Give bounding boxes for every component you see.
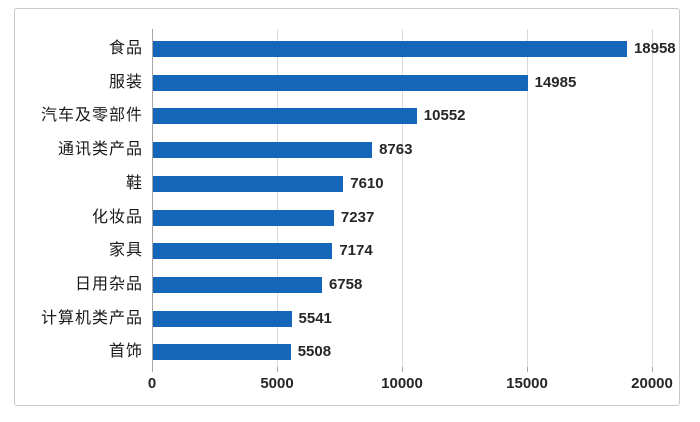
value-label: 8763 (379, 141, 413, 159)
axis-tick-mark (527, 367, 528, 372)
category-label: 通讯类产品 (57, 141, 143, 159)
category-label: 鞋 (125, 174, 143, 192)
bar (153, 142, 373, 159)
value-label: 6758 (328, 275, 363, 293)
bar (153, 41, 627, 57)
bar (153, 175, 344, 192)
bar (153, 310, 292, 327)
axis-tick-mark (652, 367, 653, 372)
plot-area (152, 29, 653, 372)
bar (153, 344, 291, 361)
value-label: 7174 (339, 242, 373, 260)
value-label: 5508 (297, 343, 332, 361)
category-label: 化妆品 (91, 208, 143, 226)
chart-frame: 食品服装汽车及零部件通讯类产品鞋化妆品家具日用杂品计算机类产品首饰 0 5000 1… (14, 8, 680, 406)
axis-tick-mark (402, 367, 403, 372)
value-label: 5541 (298, 309, 332, 327)
value-label: 7237 (340, 208, 375, 226)
category-label: 食品 (108, 40, 143, 57)
axis-tick-mark (277, 367, 278, 372)
x-axis-tick-label: 10000 (381, 375, 423, 392)
category-label: 首饰 (108, 343, 143, 361)
gridline (402, 29, 403, 367)
x-axis-tick-label: 20000 (631, 375, 673, 392)
axis-tick-mark (152, 367, 153, 372)
bar (153, 74, 528, 91)
x-axis-tick-label: 15000 (506, 375, 548, 392)
category-label: 家具 (108, 242, 143, 260)
bar (153, 209, 334, 226)
x-axis-tick-label: 5000 (260, 375, 294, 392)
gridline (652, 29, 653, 367)
bar (153, 243, 333, 260)
value-label: 14985 (534, 73, 577, 91)
x-axis-tick-label: 0 (147, 375, 157, 392)
category-label: 汽车及零部件 (40, 107, 143, 125)
category-label: 服装 (108, 73, 143, 91)
gridline (527, 29, 528, 367)
bar (153, 276, 322, 293)
value-label: 7610 (350, 174, 384, 192)
category-label: 计算机类产品 (40, 309, 143, 327)
category-axis-line (152, 29, 153, 367)
value-label: 18958 (633, 40, 676, 57)
value-label: 10552 (423, 107, 466, 125)
bar (153, 108, 417, 125)
category-label: 日用杂品 (74, 275, 143, 293)
gridline (277, 29, 278, 367)
